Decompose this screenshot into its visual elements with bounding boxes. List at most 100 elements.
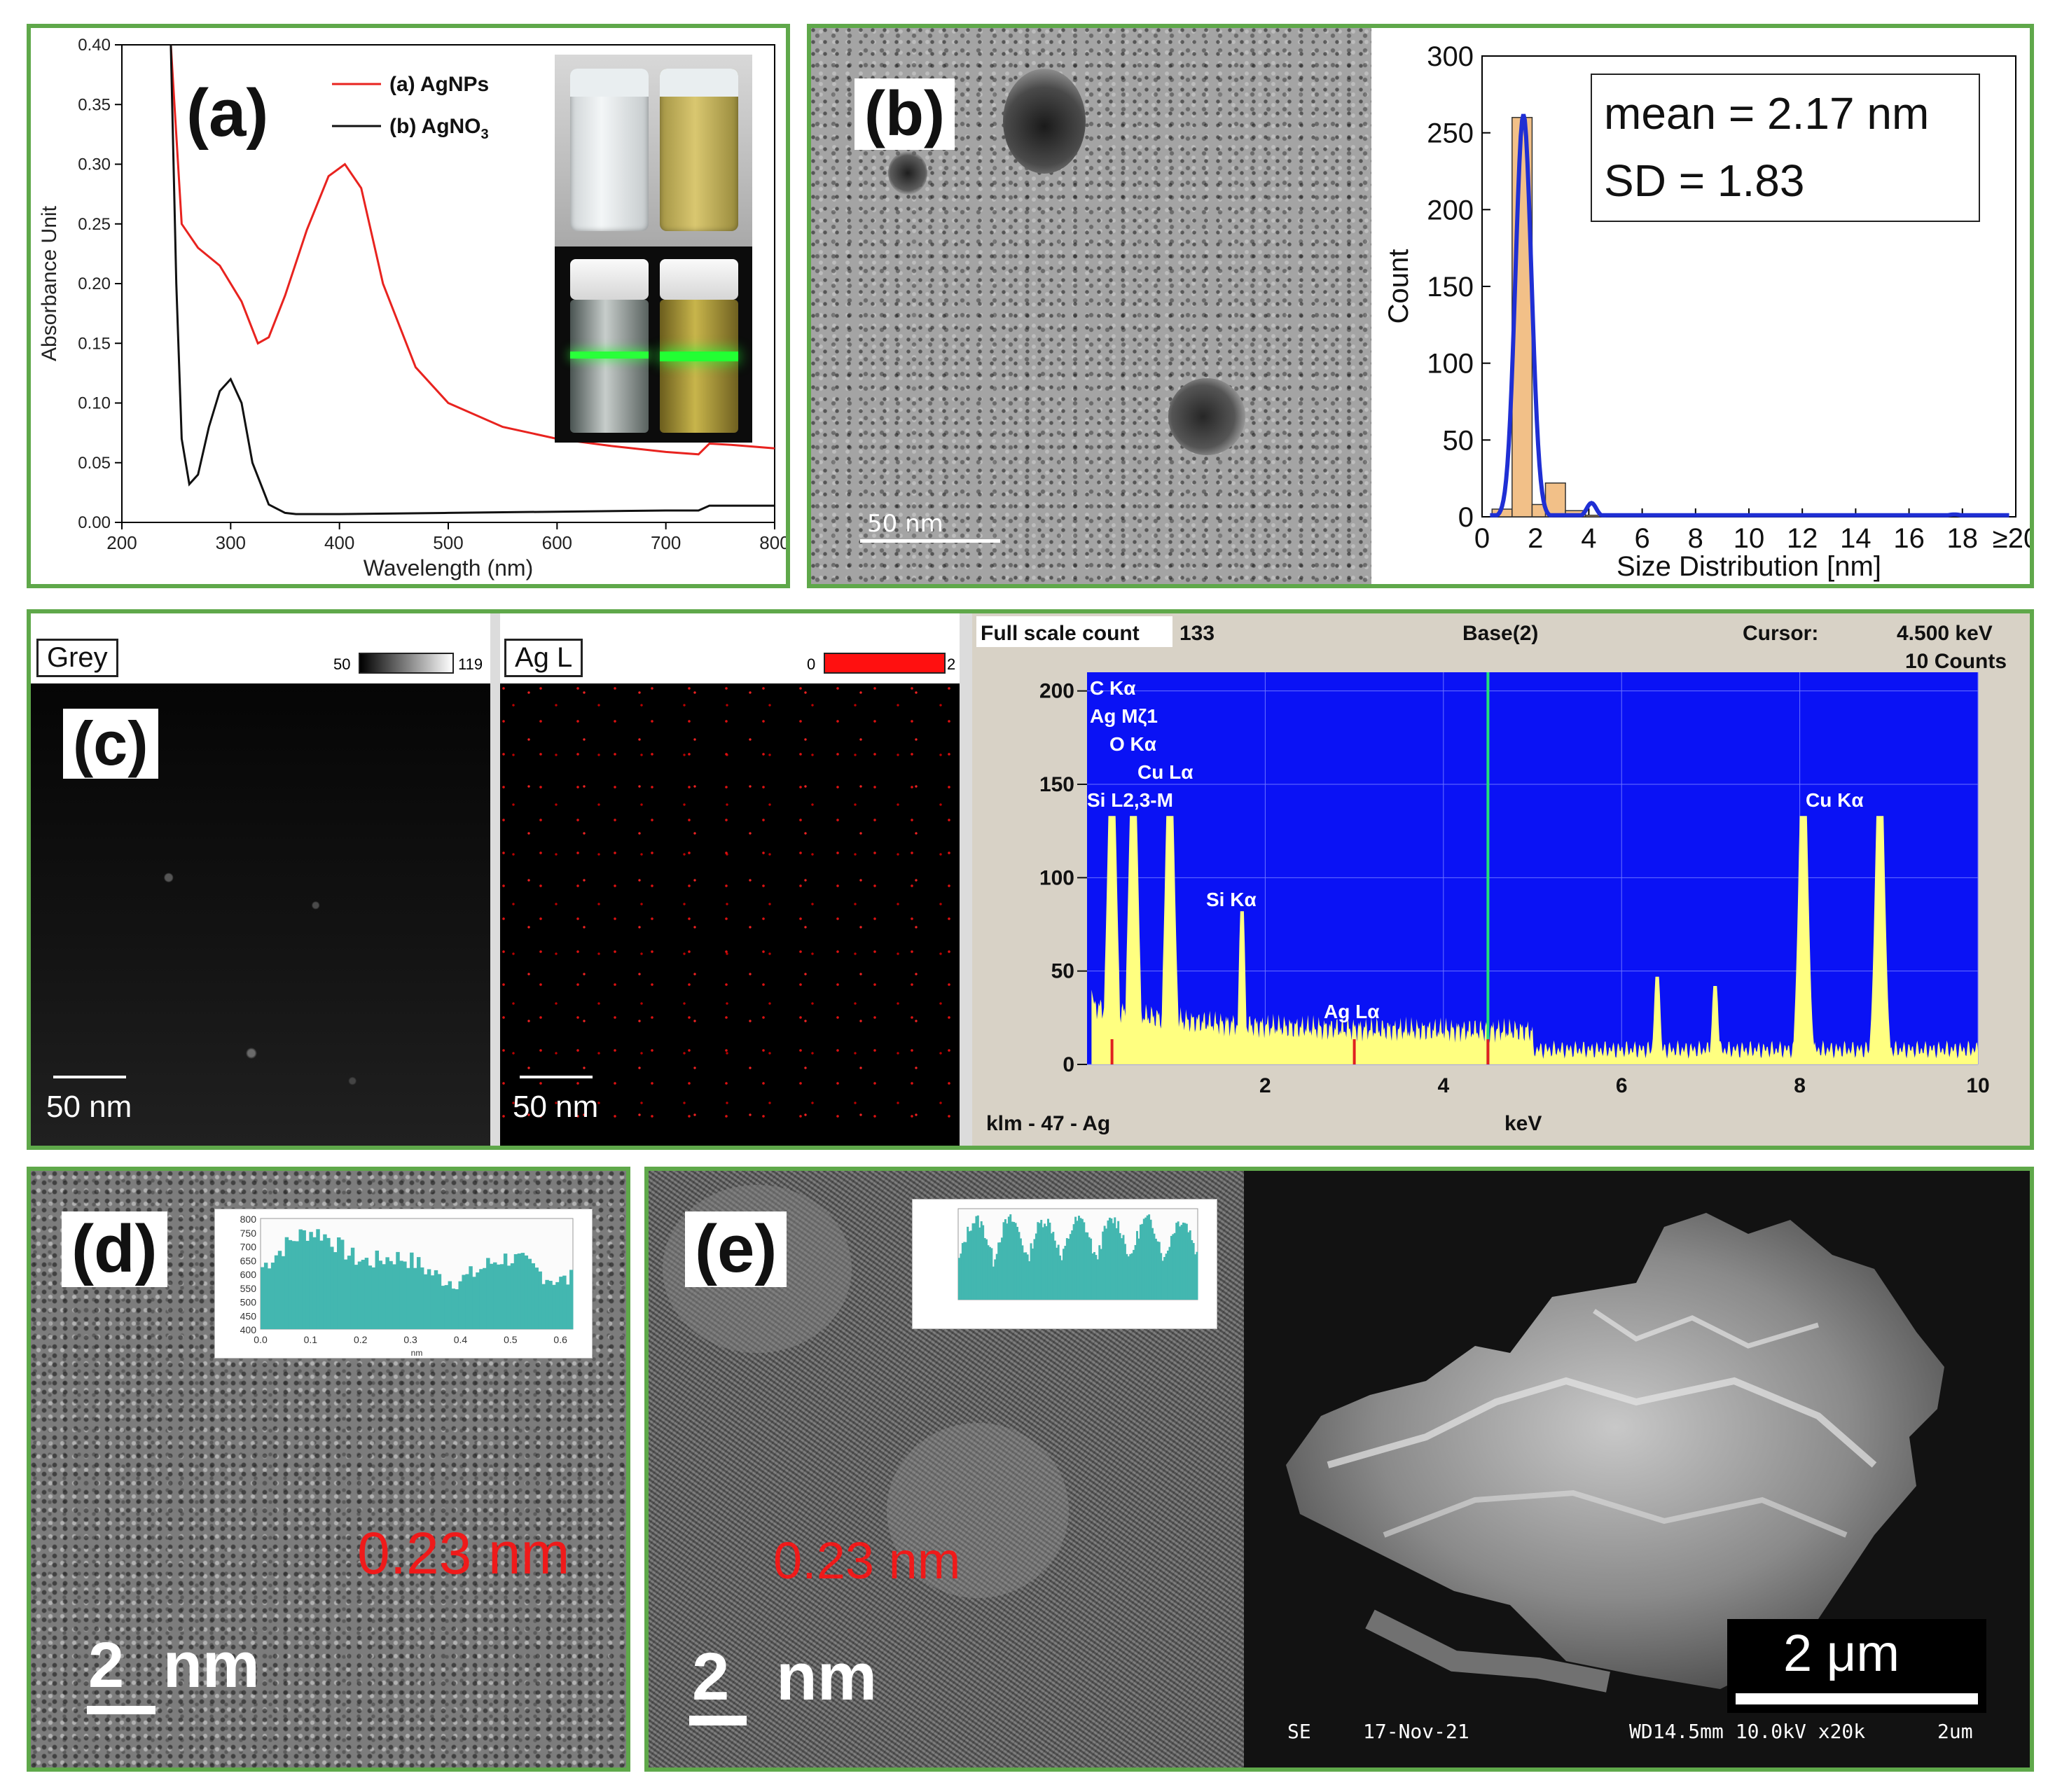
profile-bar — [270, 1263, 275, 1329]
header-count-value: 133 — [1179, 622, 1215, 645]
profile-bar — [1142, 1218, 1145, 1300]
profile-bar — [305, 1240, 310, 1329]
profile-bar — [527, 1258, 532, 1329]
x-tick-label: 300 — [216, 532, 246, 553]
x-tick-label: 12 — [1787, 523, 1818, 554]
y-tick-label: 150 — [1039, 773, 1074, 796]
profile-y-tick: 500 — [240, 1297, 257, 1308]
sem-scale-bar-line — [1736, 1693, 1978, 1704]
profile-y-tick: 400 — [240, 1324, 257, 1335]
profile-bar — [1126, 1253, 1128, 1300]
panel-c: Grey 50 119 (c) 50 nm Ag L 0 2 50 nm Ful… — [27, 609, 2034, 1150]
profile-bar — [441, 1286, 445, 1329]
profile-bar — [1052, 1232, 1055, 1300]
profile-bar — [997, 1242, 1000, 1300]
nanoparticle — [888, 151, 927, 195]
panel-a: 200 300 400 500 600 700 800 0.00 0.05 0.10 0.15 0.2… — [27, 24, 790, 588]
ag-l-map: Ag L 0 2 50 nm — [500, 613, 960, 1146]
profile-x-tick: 0.0 — [254, 1334, 268, 1345]
profile-bar — [1122, 1235, 1125, 1300]
y-tick-label: 0.30 — [78, 155, 111, 174]
profile-bar — [378, 1260, 382, 1329]
profile-y-tick: 450 — [240, 1310, 257, 1321]
profile-bar — [472, 1277, 476, 1329]
profile-bar — [1139, 1224, 1142, 1300]
y-tick-label: 200 — [1427, 195, 1474, 225]
profile-bar — [410, 1252, 414, 1329]
profile-bar — [496, 1264, 501, 1329]
x-tick-label: 200 — [106, 532, 137, 553]
peak-annotation: Cu Kα — [1806, 789, 1864, 811]
grey-map-image: (c) 50 nm — [31, 683, 490, 1146]
panel-e-label: (e) — [685, 1211, 787, 1287]
profile-bar — [967, 1226, 969, 1300]
spectrum-fill — [1091, 816, 1978, 1064]
profile-bar — [562, 1275, 567, 1329]
profile-bar — [987, 1245, 990, 1300]
profile-bar — [423, 1274, 428, 1329]
agl-scale-bar-label: 50 nm — [513, 1090, 599, 1124]
header-count-box — [976, 616, 1172, 647]
profile-bar — [323, 1234, 327, 1329]
profile-bar — [420, 1267, 424, 1329]
profile-bar — [392, 1264, 396, 1329]
profile-bar — [1105, 1228, 1108, 1300]
profile-bar — [417, 1257, 421, 1329]
profile-bar — [1196, 1251, 1198, 1300]
profile-bar — [1067, 1238, 1070, 1300]
x-tick-label: 18 — [1947, 523, 1979, 554]
profile-bar — [462, 1274, 466, 1329]
profile-bar — [1151, 1228, 1154, 1300]
uv-vis-chart: 200 300 400 500 600 700 800 0.00 0.05 0.10 0.15 0.2… — [38, 36, 786, 581]
profile-bar — [1021, 1245, 1024, 1300]
profile-bar — [1074, 1216, 1077, 1300]
profile-bar — [534, 1267, 539, 1329]
profile-bar — [1091, 1253, 1094, 1300]
lattice-spacing-label: 0.23 nm — [773, 1531, 961, 1590]
profile-bar — [337, 1237, 341, 1329]
profile-bar — [958, 1258, 960, 1300]
profile-bar — [1009, 1214, 1012, 1300]
x-tick-label: 700 — [651, 532, 681, 553]
profile-bar — [1127, 1256, 1130, 1300]
profile-bar — [1033, 1239, 1036, 1300]
profile-bar — [340, 1239, 345, 1329]
profile-bar — [1060, 1260, 1063, 1300]
profile-bar — [961, 1243, 964, 1300]
profile-bar — [1158, 1242, 1161, 1300]
profile-bar — [1189, 1230, 1191, 1300]
profile-bar — [1042, 1227, 1044, 1300]
profile-bar — [319, 1240, 324, 1329]
profile-bar — [263, 1263, 268, 1329]
profile-bar — [975, 1216, 978, 1300]
profile-bar — [288, 1239, 293, 1329]
profile-bar — [1053, 1240, 1056, 1300]
profile-bar — [364, 1258, 369, 1329]
y-tick-label: 0.10 — [78, 394, 111, 413]
profile-bar — [298, 1229, 303, 1329]
profile-bar — [1090, 1238, 1093, 1300]
profile-bar — [1004, 1219, 1006, 1300]
profile-y-tick: 600 — [240, 1269, 257, 1280]
profile-bar — [1191, 1239, 1193, 1300]
x-tick-label: 0 — [1474, 523, 1490, 554]
profile-bar — [277, 1251, 282, 1329]
profile-bar — [486, 1258, 490, 1329]
profile-bar — [430, 1275, 435, 1329]
profile-bar — [1149, 1219, 1152, 1300]
ag-l-map-title: Ag L — [504, 639, 583, 677]
y-tick-label: 0.25 — [78, 215, 111, 234]
stats-sd: SD = 1.83 — [1604, 155, 1804, 206]
profile-bar — [1001, 1237, 1004, 1300]
profile-y-tick: 700 — [240, 1242, 257, 1253]
profile-bar — [1130, 1253, 1133, 1300]
grey-scale-bar-line — [53, 1076, 126, 1078]
profile-bar — [396, 1251, 400, 1329]
y-tick-label: 50 — [1443, 425, 1474, 456]
map-divider — [960, 613, 972, 1146]
profile-bar — [281, 1256, 286, 1329]
profile-bar — [506, 1265, 511, 1329]
legend-subscript: 3 — [481, 127, 489, 142]
profile-y-tick: 750 — [240, 1228, 257, 1239]
y-tick-label: 0.40 — [78, 36, 111, 55]
